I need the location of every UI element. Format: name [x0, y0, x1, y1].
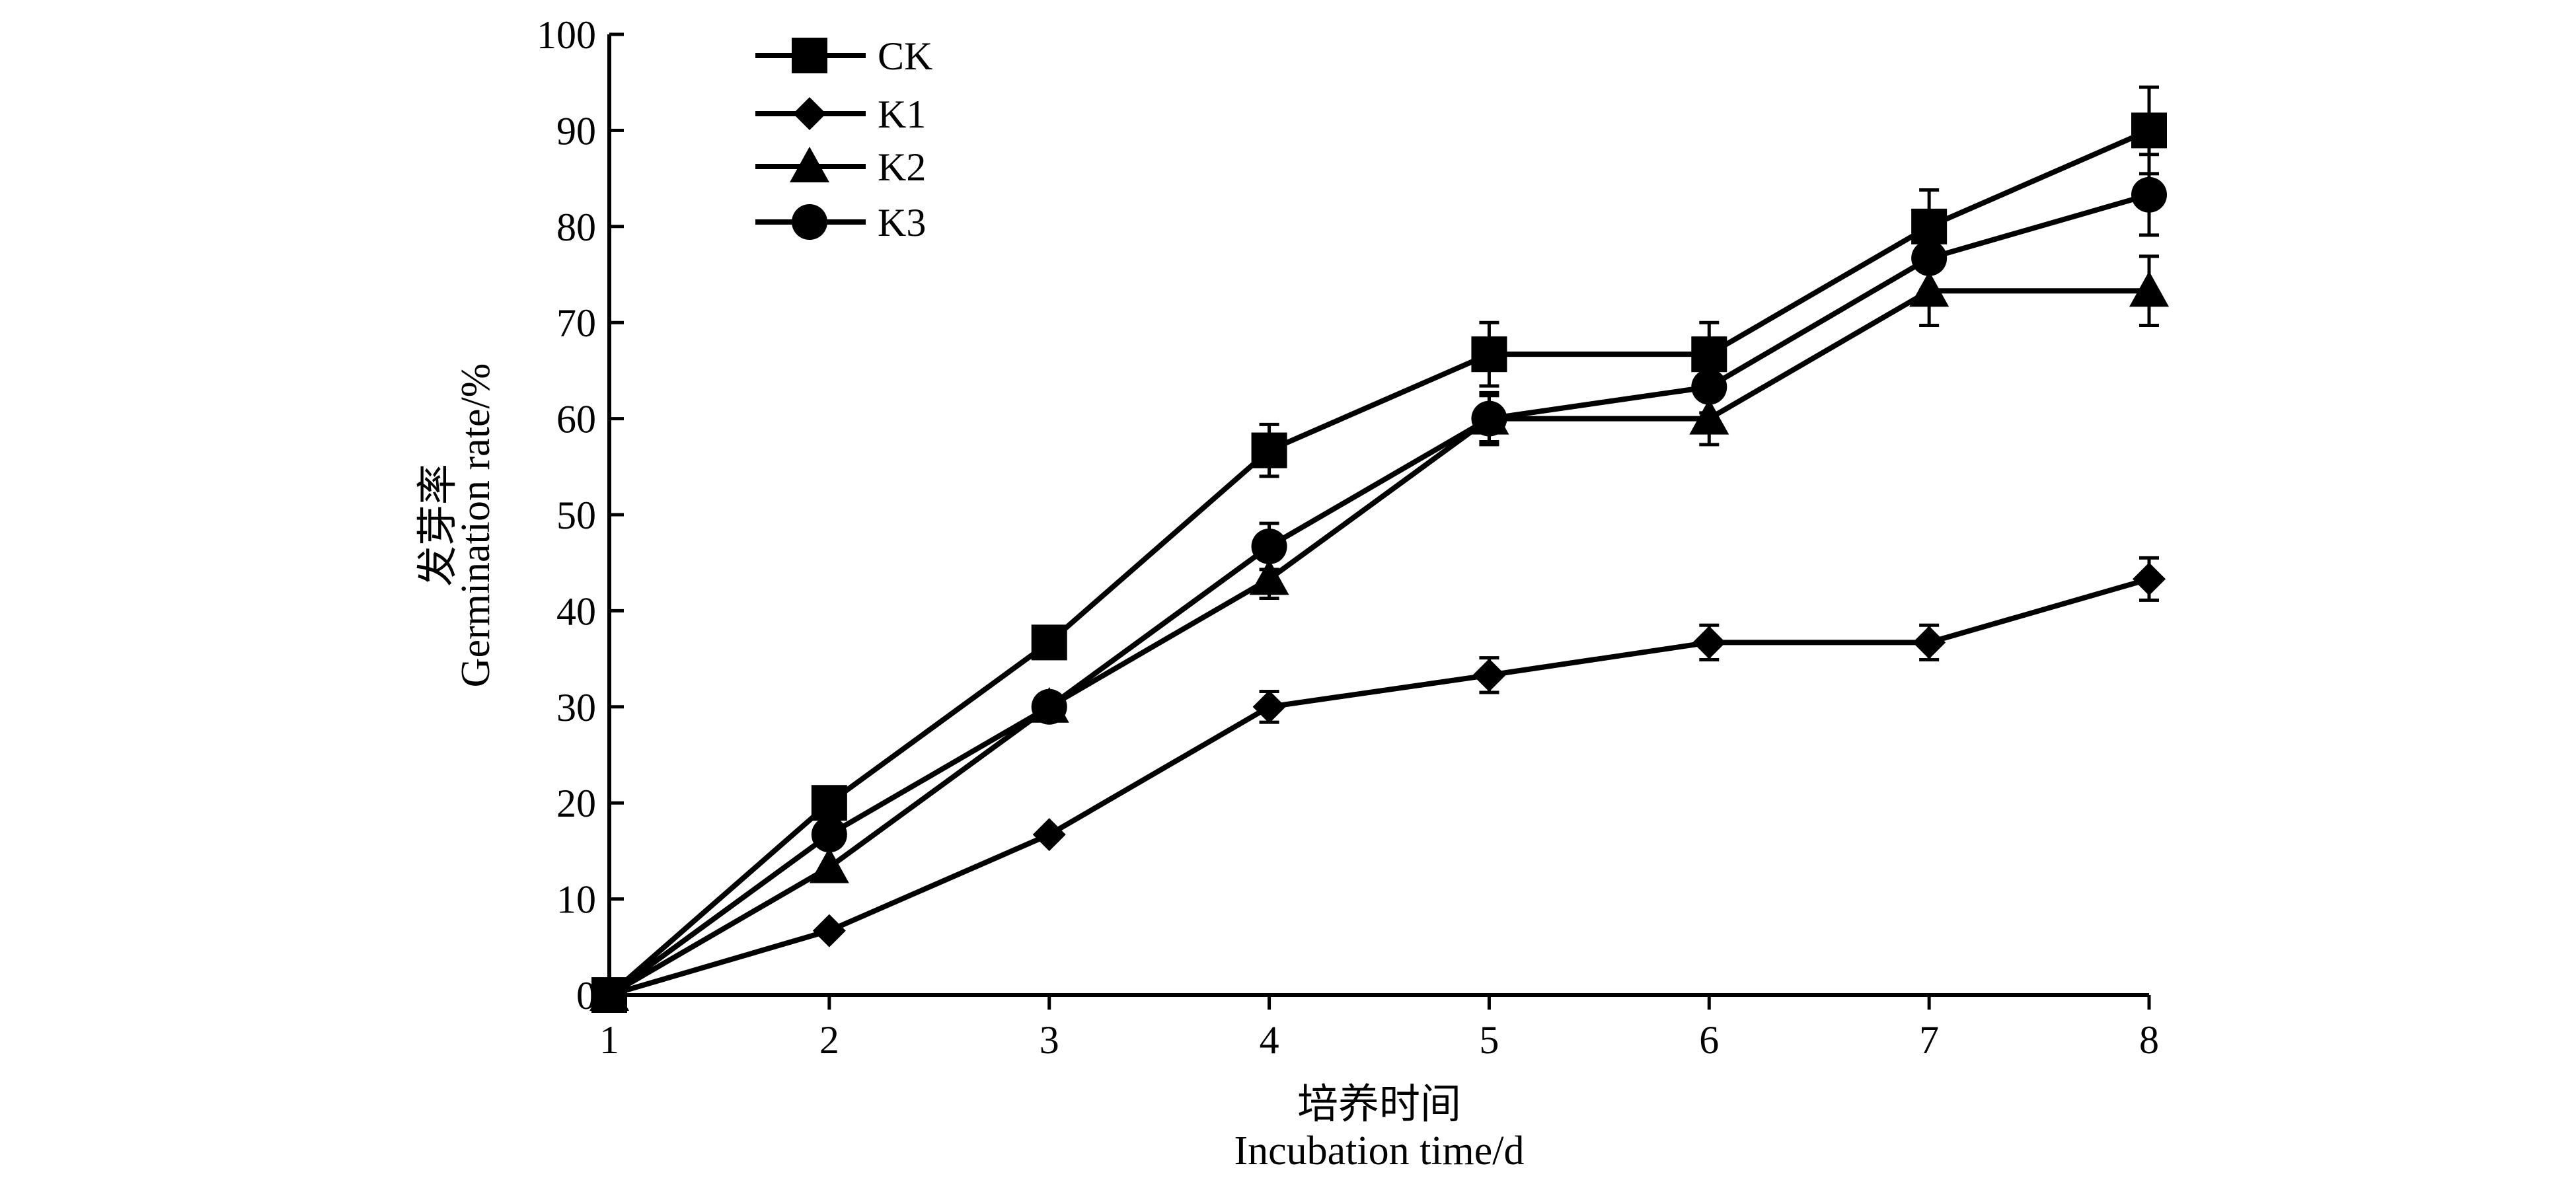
data-point [809, 847, 849, 883]
data-point [1472, 658, 1506, 692]
data-point [1249, 559, 1289, 595]
legend-item-k1: K1 [755, 93, 926, 136]
data-point [812, 914, 846, 947]
x-axis-ticks: 1 2 3 4 5 6 7 8 [599, 995, 2159, 1062]
data-point [811, 785, 847, 821]
x-tick-label: 2 [819, 1018, 839, 1062]
data-point [1692, 626, 1726, 659]
data-point [1689, 398, 1729, 435]
axes [607, 34, 2149, 997]
y-axis-title-en: Germination rate/% [453, 363, 498, 688]
y-tick-label: 70 [556, 301, 596, 345]
x-tick-label: 3 [1040, 1018, 1059, 1062]
series-line-k2 [607, 288, 2149, 998]
y-tick-label: 40 [556, 589, 596, 633]
data-point [2133, 562, 2166, 596]
plot-area [589, 85, 2169, 1013]
legend-label: K2 [878, 145, 926, 189]
y-axis-title-cn: 发芽率 [416, 464, 461, 587]
legend-item-k2: K2 [755, 145, 926, 189]
data-point [2131, 176, 2167, 213]
data-point [1252, 690, 1286, 723]
x-tick-label: 1 [599, 1018, 619, 1062]
data-point [1031, 624, 1067, 661]
data-point [1251, 432, 1287, 468]
x-tick-label: 6 [1699, 1018, 1719, 1062]
series-k3 [591, 153, 2167, 1013]
legend-marker [793, 97, 826, 130]
x-tick-label: 4 [1260, 1018, 1279, 1062]
legend-item-k3: K3 [755, 201, 926, 244]
y-tick-label: 20 [556, 782, 596, 825]
y-tick-label: 10 [556, 878, 596, 922]
x-axis-title-cn: 培养时间 [1297, 1082, 1461, 1127]
legend-marker [792, 204, 827, 240]
data-point [2131, 112, 2167, 149]
data-point [591, 977, 627, 1013]
data-point [1031, 688, 1067, 725]
series-k1 [593, 556, 2166, 1012]
x-tick-label: 7 [1919, 1018, 1939, 1062]
data-point [1471, 400, 1507, 437]
x-tick-label: 8 [2139, 1018, 2159, 1062]
legend-label: CK [878, 34, 932, 78]
data-point [811, 817, 847, 853]
y-tick-label: 60 [556, 398, 596, 441]
x-axis-title-en: Incubation time/d [1234, 1129, 1524, 1173]
legend: CK K1 K2 K3 [755, 34, 932, 244]
data-point [1251, 528, 1287, 564]
legend-marker [790, 147, 829, 182]
data-point [1913, 626, 1946, 659]
y-tick-label: 50 [556, 494, 596, 537]
data-point [1471, 336, 1507, 373]
y-tick-label: 90 [556, 109, 596, 153]
y-tick-label: 100 [537, 13, 596, 57]
series-line-k1 [608, 576, 2150, 998]
data-point [2129, 271, 2169, 307]
data-point [1032, 818, 1066, 852]
data-point [1911, 240, 1948, 276]
series-line-k3 [607, 192, 2150, 998]
series-line-ck [607, 128, 2150, 998]
data-point [1691, 369, 1727, 405]
legend-item-ck: CK [755, 34, 932, 78]
legend-label: K3 [878, 201, 926, 244]
legend-marker [792, 38, 827, 73]
legend-label: K1 [878, 93, 926, 136]
x-tick-label: 5 [1479, 1018, 1499, 1062]
y-tick-label: 80 [556, 205, 596, 249]
y-tick-label: 30 [556, 686, 596, 729]
